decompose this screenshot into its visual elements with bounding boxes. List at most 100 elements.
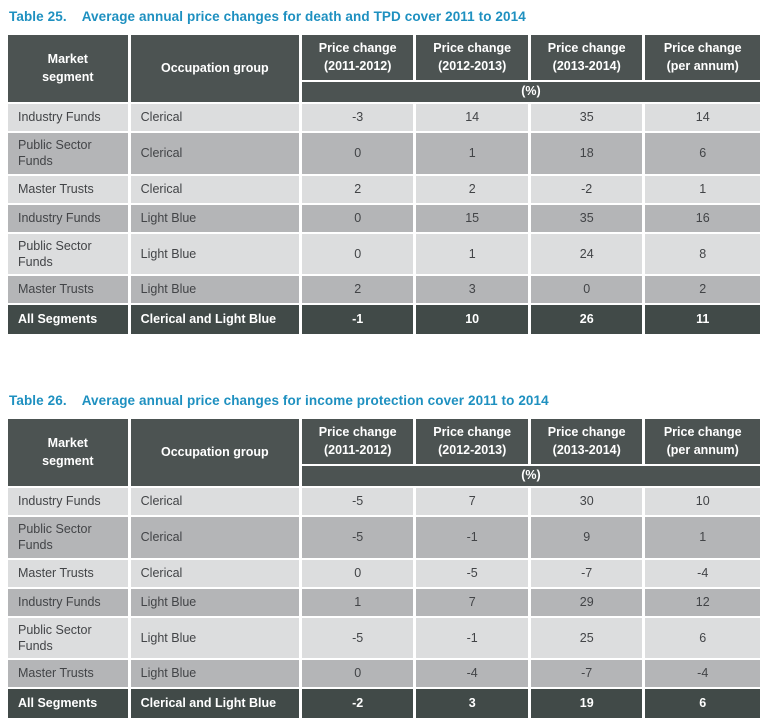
occupation-group-cell: Light Blue	[130, 276, 299, 303]
price-change-value: 2	[301, 175, 414, 203]
unit-row: (%)	[8, 466, 760, 486]
price-change-value: 2	[301, 276, 414, 303]
table-25-section: Table 25. Average annual price changes fo…	[8, 9, 763, 336]
price-change-value: 6	[645, 133, 760, 174]
price-change-value: 1	[416, 233, 528, 274]
price-change-value: 24	[530, 233, 643, 274]
price-change-value: 1	[301, 588, 414, 616]
total-occupation-group-cell: Clerical and Light Blue	[130, 305, 299, 334]
price-change-value: 0	[301, 660, 414, 687]
total-row: All Segments Clerical and Light Blue -1 10 2…	[8, 305, 760, 334]
percent-unit-cell: (%)	[301, 466, 760, 486]
occupation-group-header: Occupation group	[130, 419, 299, 486]
occupation-group-cell: Clerical	[130, 488, 299, 515]
price-change-value: 0	[301, 233, 414, 274]
death-tpd-price-table: Market segment Occupation group Price chan…	[5, 33, 763, 336]
occupation-group-header: Occupation group	[130, 35, 299, 102]
table-25-caption: Table 25. Average annual price changes fo…	[9, 9, 763, 24]
table-row: Public Sector Funds Clerical -5 -1 9 1	[8, 517, 760, 558]
occupation-group-cell: Clerical	[130, 559, 299, 587]
total-row: All Segments Clerical and Light Blue -2 3 19…	[8, 689, 760, 718]
price-change-value: 0	[301, 559, 414, 587]
table-row: Public Sector Funds Light Blue -5 -1 25 6	[8, 617, 760, 658]
price-change-value: 1	[645, 175, 760, 203]
price-change-value: 8	[645, 233, 760, 274]
price-change-value: -7	[530, 559, 643, 587]
price-change-value: 15	[416, 204, 528, 232]
price-change-value: 0	[530, 276, 643, 303]
price-change-value: -7	[530, 660, 643, 687]
price-change-value: 6	[645, 617, 760, 658]
market-segment-cell: Master Trusts	[8, 660, 128, 687]
price-change-header: Price change (per annum)	[645, 35, 760, 80]
price-change-value: 7	[416, 488, 528, 515]
table-row: Master Trusts Clerical 0 -5 -7 -4	[8, 559, 760, 587]
table-26-label: Table 26.	[9, 393, 67, 408]
price-change-value: 12	[645, 588, 760, 616]
occupation-group-cell: Light Blue	[130, 617, 299, 658]
market-segment-header: Market segment	[8, 35, 128, 102]
price-change-value: 30	[530, 488, 643, 515]
price-change-value: 2	[416, 175, 528, 203]
price-change-value: 1	[416, 133, 528, 174]
price-change-value: -5	[301, 517, 414, 558]
table-row: Industry Funds Light Blue 1 7 29 12	[8, 588, 760, 616]
price-change-value: 35	[530, 104, 643, 131]
price-change-value: -2	[530, 175, 643, 203]
price-change-value: 10	[645, 488, 760, 515]
total-occupation-group-cell: Clerical and Light Blue	[130, 689, 299, 718]
table-26-caption: Table 26. Average annual price changes fo…	[9, 393, 763, 408]
price-change-header: Price change (2013-2014)	[530, 419, 643, 464]
occupation-group-cell: Light Blue	[130, 660, 299, 687]
table-row: Master Trusts Clerical 2 2 -2 1	[8, 175, 760, 203]
table-25-title: Average annual price changes for death a…	[81, 9, 526, 24]
price-change-value: -3	[301, 104, 414, 131]
market-segment-cell: Master Trusts	[8, 276, 128, 303]
price-change-value: 14	[416, 104, 528, 131]
price-change-value: -4	[645, 559, 760, 587]
price-change-value: -1	[416, 617, 528, 658]
market-segment-cell: Public Sector Funds	[8, 233, 128, 274]
table-row: Industry Funds Light Blue 0 15 35 16	[8, 204, 760, 232]
price-change-value: 7	[416, 588, 528, 616]
market-segment-cell: Industry Funds	[8, 488, 128, 515]
price-change-value: -5	[301, 617, 414, 658]
market-segment-cell: Public Sector Funds	[8, 517, 128, 558]
price-change-value: -4	[645, 660, 760, 687]
occupation-group-cell: Light Blue	[130, 588, 299, 616]
price-change-value: 0	[301, 133, 414, 174]
total-price-change-value: 6	[645, 689, 760, 718]
price-change-value: -4	[416, 660, 528, 687]
total-price-change-value: 10	[416, 305, 528, 334]
price-change-value: 14	[645, 104, 760, 131]
market-segment-cell: Master Trusts	[8, 559, 128, 587]
table-25-label: Table 25.	[9, 9, 67, 24]
price-change-value: -1	[416, 517, 528, 558]
table-row: Master Trusts Light Blue 2 3 0 2	[8, 276, 760, 303]
table-row: Master Trusts Light Blue 0 -4 -7 -4	[8, 660, 760, 687]
price-change-header: Price change (2012-2013)	[416, 35, 528, 80]
price-change-value: 1	[645, 517, 760, 558]
market-segment-cell: Master Trusts	[8, 175, 128, 203]
price-change-value: 35	[530, 204, 643, 232]
price-change-header: Price change (2013-2014)	[530, 35, 643, 80]
price-change-value: -5	[301, 488, 414, 515]
total-price-change-value: 3	[416, 689, 528, 718]
market-segment-cell: Industry Funds	[8, 588, 128, 616]
occupation-group-cell: Light Blue	[130, 233, 299, 274]
occupation-group-cell: Clerical	[130, 517, 299, 558]
price-change-value: 9	[530, 517, 643, 558]
occupation-group-cell: Clerical	[130, 104, 299, 131]
price-change-value: 0	[301, 204, 414, 232]
market-segment-cell: Industry Funds	[8, 104, 128, 131]
table-row: Public Sector Funds Light Blue 0 1 24 8	[8, 233, 760, 274]
income-protection-price-table: Market segment Occupation group Price chan…	[5, 417, 763, 720]
table-26-section: Table 26. Average annual price changes fo…	[8, 393, 763, 720]
occupation-group-cell: Clerical	[130, 133, 299, 174]
occupation-group-cell: Clerical	[130, 175, 299, 203]
price-change-value: 3	[416, 276, 528, 303]
price-change-value: 29	[530, 588, 643, 616]
market-segment-header: Market segment	[8, 419, 128, 486]
table-row: Public Sector Funds Clerical 0 1 18 6	[8, 133, 760, 174]
